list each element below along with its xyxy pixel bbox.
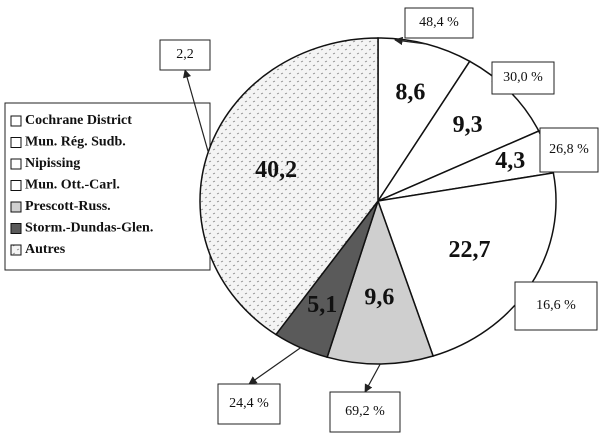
slice-label: 40,2 [255, 157, 297, 183]
legend-label: Nipissing [25, 156, 80, 171]
legend-label: Mun. Ott.-Carl. [25, 178, 120, 193]
slice-label: 5,1 [307, 292, 337, 318]
callout-arrow [394, 36, 426, 46]
legend-swatch [10, 223, 22, 234]
legend-swatch [10, 158, 22, 170]
pie-slice [199, 37, 379, 336]
slice-label: 22,7 [449, 237, 491, 263]
callout-box [404, 7, 474, 39]
callout-box [514, 281, 598, 331]
legend-swatch [10, 180, 22, 191]
legend-label: Storm.-Dundas-Glen. [25, 221, 153, 236]
legend-swatch [10, 115, 22, 127]
callout-box [539, 127, 599, 173]
slice-label: 4,3 [495, 148, 525, 174]
slice-label: 9,3 [453, 112, 483, 138]
slice-label: 8,6 [395, 80, 425, 106]
legend-label: Autres [25, 242, 66, 257]
legend-label: Prescott-Russ. [25, 199, 111, 214]
callout-box [491, 61, 555, 95]
pie-slice [326, 198, 435, 365]
legend-label: Cochrane District [25, 113, 132, 128]
callout-label: 26,8 % [549, 142, 589, 157]
callout-label: 69,2 % [345, 404, 385, 419]
legend-swatch [10, 137, 22, 148]
legend-label: Mun. Rég. Sudb. [25, 135, 126, 150]
callout-label: 30,0 % [503, 70, 543, 85]
callout-box [217, 383, 281, 425]
slice-label: 9,6 [364, 284, 394, 310]
callout-box [159, 39, 211, 71]
callout-arrow [183, 69, 209, 153]
callout-label: 16,6 % [536, 298, 576, 313]
legend-swatch [10, 244, 22, 256]
legend-box [4, 102, 211, 271]
callout-label: 24,4 % [229, 396, 269, 411]
callout-label: 2,2 [176, 47, 194, 62]
callout-arrow [248, 347, 301, 385]
callout-arrow [364, 363, 381, 393]
legend-swatch [10, 201, 22, 213]
callout-label: 48,4 % [419, 15, 459, 30]
callout-box [329, 391, 401, 433]
